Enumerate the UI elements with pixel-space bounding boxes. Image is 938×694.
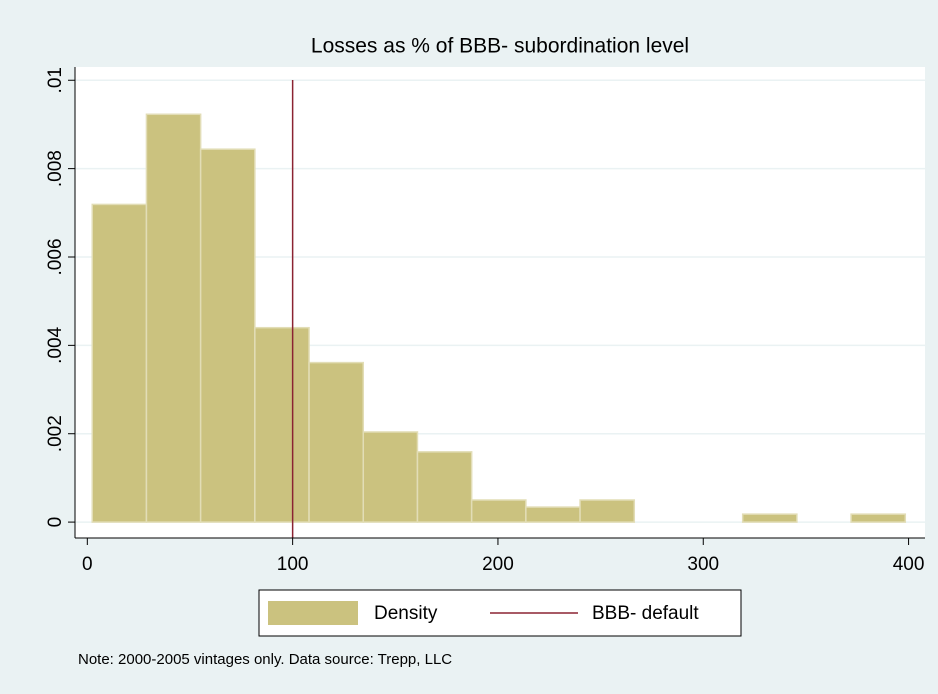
bar xyxy=(145,113,202,523)
bar xyxy=(91,203,148,523)
x-tick-label: 400 xyxy=(893,554,925,575)
legend-swatch xyxy=(268,601,358,625)
chart-title: Losses as % of BBB- subordination level xyxy=(311,35,689,58)
x-tick-label: 300 xyxy=(687,554,719,575)
bar xyxy=(470,499,527,523)
x-tick-label: 100 xyxy=(277,554,309,575)
y-tick-label: 0 xyxy=(45,517,66,528)
bar xyxy=(362,431,419,523)
y-tick-label: .008 xyxy=(45,150,66,187)
bar xyxy=(579,499,636,523)
y-tick-label: .01 xyxy=(45,67,66,93)
y-tick-label: .006 xyxy=(45,238,66,275)
bar xyxy=(741,513,798,523)
bar xyxy=(308,361,365,523)
bar xyxy=(525,506,581,523)
note: Note: 2000-2005 vintages only. Data sour… xyxy=(78,651,452,668)
y-tick-label: .004 xyxy=(45,326,66,363)
bar xyxy=(254,326,310,523)
legend-label: Density xyxy=(374,603,438,624)
legend-label: BBB- default xyxy=(592,603,699,624)
x-tick-label: 0 xyxy=(82,554,93,575)
y-tick-label: .002 xyxy=(45,415,66,452)
bar xyxy=(416,451,473,523)
bar xyxy=(850,513,907,523)
x-tick-label: 200 xyxy=(482,554,514,575)
bar xyxy=(199,148,256,523)
